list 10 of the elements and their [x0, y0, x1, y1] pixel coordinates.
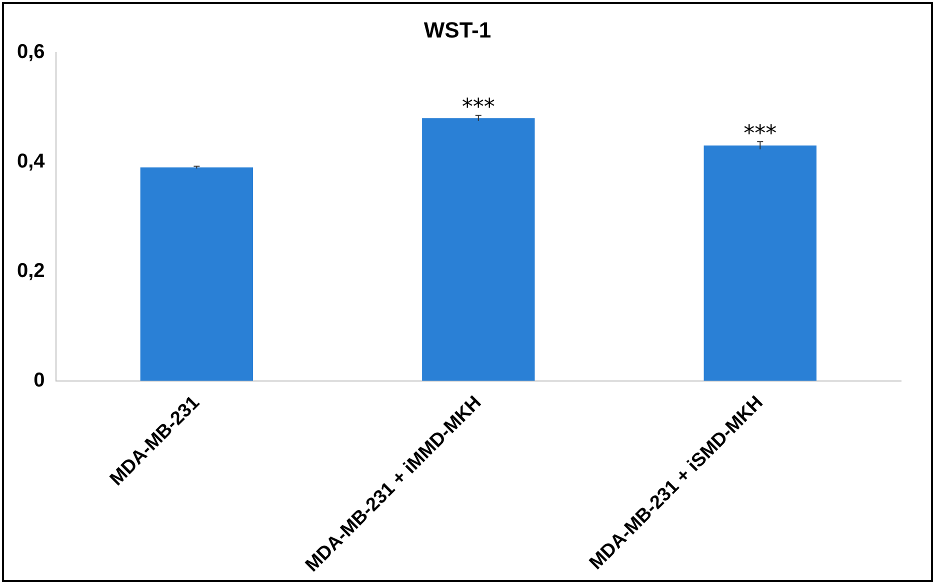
annotation: ***: [744, 121, 777, 146]
y-tick-label: 0: [34, 369, 45, 392]
bar: [422, 118, 535, 381]
bar: [704, 145, 816, 381]
y-tick-label: 0,6: [16, 40, 45, 63]
y-tick-label: 0,4: [16, 150, 46, 172]
y-tick-label: 0,2: [16, 260, 45, 282]
bar: [140, 167, 254, 381]
chart-title: WST-1: [424, 17, 492, 42]
annotation: ***: [462, 95, 495, 120]
